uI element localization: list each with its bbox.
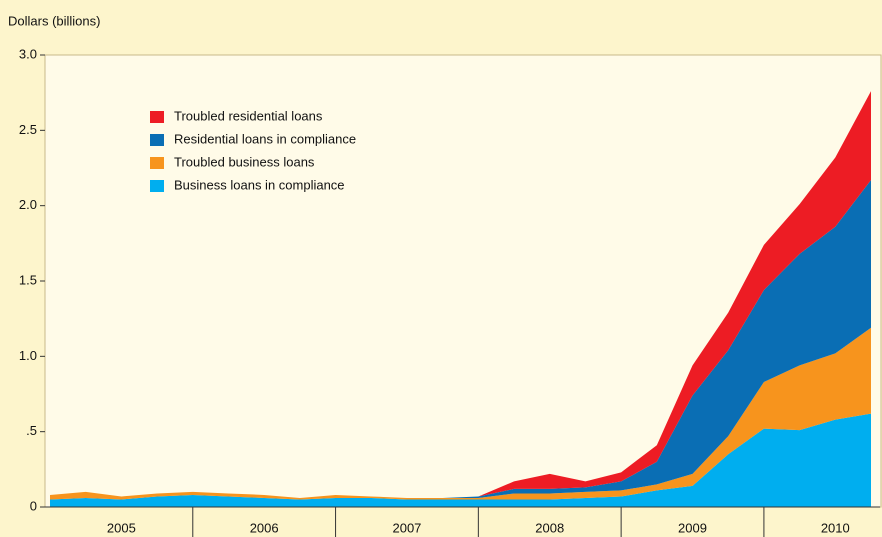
x-tick-label: 2007 — [392, 520, 421, 535]
legend-label: Troubled residential loans — [174, 108, 323, 123]
area — [50, 413, 871, 507]
y-tick-label: 1.0 — [19, 348, 37, 363]
y-tick-label: 1.5 — [19, 272, 37, 287]
legend-label: Residential loans in compliance — [174, 131, 356, 146]
y-tick-label: 2.5 — [19, 122, 37, 137]
x-tick-label: 2008 — [535, 520, 564, 535]
x-tick-label: 2009 — [678, 520, 707, 535]
y-tick-label: .5 — [26, 423, 37, 438]
legend-swatch — [150, 157, 164, 169]
x-tick-label: 2006 — [250, 520, 279, 535]
legend-swatch — [150, 111, 164, 123]
legend-swatch — [150, 180, 164, 192]
y-tick-label: 0 — [30, 498, 37, 513]
legend-label: Troubled business loans — [174, 154, 315, 169]
y-tick-label: 2.0 — [19, 197, 37, 212]
legend-label: Business loans in compliance — [174, 177, 345, 192]
legend-swatch — [150, 134, 164, 146]
x-tick-label: 2010 — [821, 520, 850, 535]
x-tick-label: 2005 — [107, 520, 136, 535]
y-tick-label: 3.0 — [19, 46, 37, 61]
y-axis-label: Dollars (billions) — [8, 13, 100, 28]
